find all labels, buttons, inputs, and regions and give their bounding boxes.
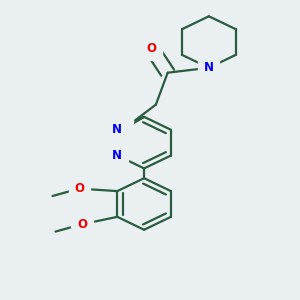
Text: N: N — [112, 123, 122, 136]
Text: O: O — [146, 42, 157, 55]
Text: N: N — [204, 61, 214, 74]
Text: O: O — [74, 182, 84, 195]
Text: S: S — [119, 123, 128, 136]
Text: N: N — [112, 149, 122, 162]
Text: O: O — [77, 218, 87, 231]
